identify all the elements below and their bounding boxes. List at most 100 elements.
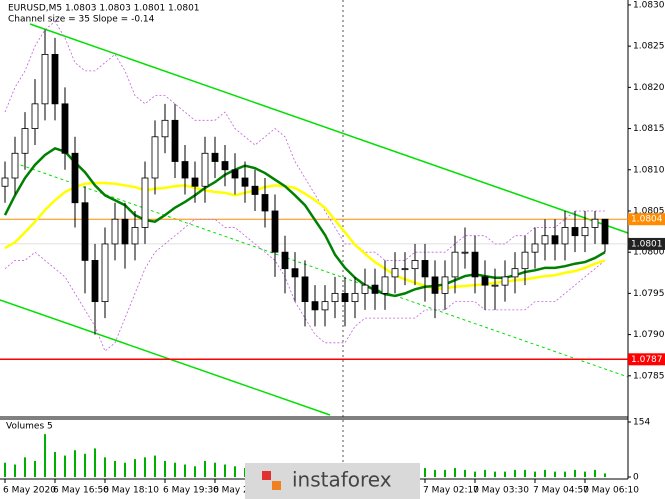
candle-body	[1, 177, 9, 187]
channel-lower	[0, 299, 331, 416]
candle-body	[81, 202, 89, 261]
candle-body	[191, 177, 199, 187]
candle-body	[61, 103, 69, 154]
candle-body	[311, 301, 319, 311]
candle-body	[51, 53, 59, 105]
candle-body	[251, 185, 259, 195]
candle-body	[411, 260, 419, 270]
y-tick-label: 1.0805	[633, 206, 665, 216]
candle-body	[181, 161, 189, 179]
candle-body	[501, 276, 509, 286]
volume-tick-label: 154	[633, 418, 650, 428]
x-tick-label: 6 May 19:30	[163, 486, 219, 496]
price-tag	[628, 353, 665, 366]
y-tick-label: 1.0810	[633, 165, 665, 175]
y-tick-label: 1.0795	[633, 289, 665, 299]
candle-body	[521, 251, 529, 270]
candle-body	[231, 169, 239, 179]
candle-body	[121, 218, 129, 245]
candle-body	[601, 218, 609, 245]
y-tick-label: 1.0790	[633, 330, 665, 340]
x-tick-label: 6 May 16:50	[53, 486, 109, 496]
candle-body	[141, 177, 149, 228]
y-tick-label: 1.0825	[633, 42, 665, 52]
candle-body	[171, 119, 179, 162]
overlay-line	[4, 218, 606, 352]
candle-body	[11, 152, 19, 179]
candle-body	[341, 292, 349, 303]
candle-body	[21, 128, 29, 154]
volume-title: Volumes 5	[6, 422, 53, 432]
candle-body	[101, 243, 109, 303]
candle-body	[201, 152, 209, 187]
candle-body	[351, 292, 359, 303]
chart-subtitle: Channel size = 35 Slope = -0.14	[8, 15, 155, 25]
y-tick-label: 1.0785	[633, 371, 665, 381]
candle-body	[361, 284, 369, 294]
candle-body	[491, 284, 499, 287]
candle-body	[31, 103, 39, 129]
candle-body	[211, 152, 219, 162]
candle-body	[221, 161, 229, 171]
x-tick-label: 6 May 18:10	[103, 486, 159, 496]
candle-body	[161, 119, 169, 138]
candle-body	[531, 243, 539, 253]
candle-body	[151, 136, 159, 179]
candle-body	[241, 177, 249, 187]
candle-body	[371, 284, 379, 294]
candle-body	[391, 268, 399, 278]
candle-body	[421, 260, 429, 278]
channel-upper	[29, 23, 629, 234]
candle-body	[291, 268, 299, 278]
x-tick-label: 6 May 2	[213, 486, 249, 496]
candle-body	[481, 276, 489, 286]
candle-body	[71, 152, 79, 204]
candle-body	[131, 227, 139, 245]
candle-body	[441, 276, 449, 294]
candle-body	[511, 268, 519, 278]
chart-title: EURUSD,M5 1.0803 1.0803 1.0801 1.0801	[8, 4, 200, 14]
candle-body	[541, 235, 549, 245]
candle-body	[571, 227, 579, 237]
candle-body	[461, 251, 469, 254]
candle-body	[591, 218, 599, 228]
volume-tick-label: 0	[633, 473, 639, 483]
candle-body	[561, 227, 569, 245]
y-tick-label: 1.0800	[633, 248, 665, 258]
watermark: instaforex	[245, 463, 420, 499]
price-tag	[628, 237, 665, 250]
x-tick-label: 7 May 03:30	[473, 486, 529, 496]
logo	[262, 471, 271, 480]
candle-body	[431, 276, 439, 294]
price-tag	[628, 213, 665, 226]
candle-body	[281, 251, 289, 270]
x-tick-label: 6 May 2020	[3, 486, 56, 496]
candle-body	[271, 210, 279, 253]
candle-body	[91, 260, 99, 303]
y-tick-label: 1.0830	[633, 0, 665, 10]
candle-body	[381, 276, 389, 294]
candle-body	[111, 218, 119, 245]
candle-body	[581, 227, 589, 237]
logo	[272, 481, 281, 490]
y-tick-label: 1.0815	[633, 124, 665, 134]
price-tag-label: 1.0787	[631, 355, 663, 365]
candle-body	[331, 292, 339, 303]
candle-body	[301, 276, 309, 303]
channel-middle	[14, 162, 629, 378]
candle-body	[471, 251, 479, 278]
price-tag-label: 1.0804	[631, 215, 663, 225]
y-tick-label: 1.0820	[633, 83, 665, 93]
candle-body	[261, 194, 269, 212]
candle-body	[451, 251, 459, 278]
x-tick-label: 7 May 04:50	[533, 486, 589, 496]
candle-body	[41, 53, 49, 105]
price-tag-label: 1.0801	[631, 239, 663, 249]
candle-body	[321, 301, 329, 311]
candle-body	[551, 235, 559, 245]
x-tick-label: 7 May 02:10	[423, 486, 479, 496]
watermark-text: instaforex	[292, 468, 392, 492]
x-tick-label: 7 May 06:10	[583, 486, 639, 496]
